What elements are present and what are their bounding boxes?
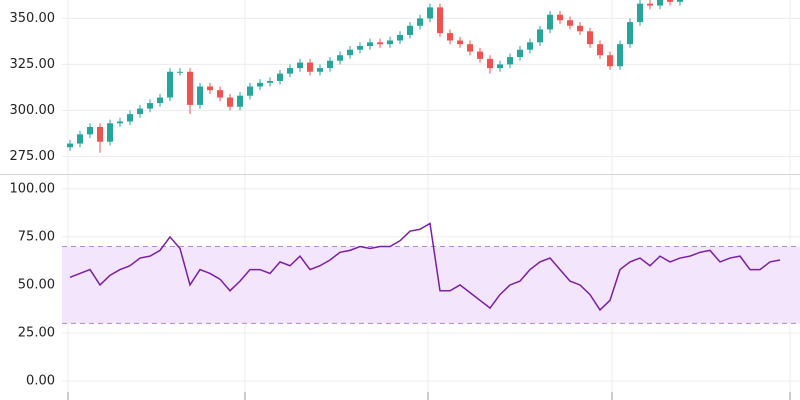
candle-body bbox=[77, 134, 83, 144]
candle-body bbox=[227, 97, 233, 107]
candle-body bbox=[457, 40, 463, 45]
candle-body bbox=[107, 123, 113, 142]
candle-body bbox=[147, 103, 153, 109]
y-tick-label: 25.00 bbox=[18, 326, 55, 341]
candle-body bbox=[267, 80, 273, 83]
candle-body bbox=[677, 0, 683, 2]
y-tick-label: 100.00 bbox=[10, 181, 56, 196]
candle-body bbox=[637, 3, 643, 23]
candle-body bbox=[467, 44, 473, 52]
candle-body bbox=[567, 20, 573, 26]
candle-body bbox=[587, 31, 593, 45]
candle-body bbox=[87, 126, 93, 135]
candle-body bbox=[547, 14, 553, 30]
candle-body bbox=[327, 60, 333, 69]
candle-body bbox=[617, 44, 623, 67]
candle-body bbox=[517, 49, 523, 58]
candle-body bbox=[387, 40, 393, 45]
candle-body bbox=[667, 0, 673, 2]
candle-body bbox=[487, 58, 493, 69]
candle-body bbox=[577, 25, 583, 32]
candle-body bbox=[417, 18, 423, 26]
y-tick-label: 275.00 bbox=[10, 149, 56, 164]
rsi-line bbox=[69, 222, 781, 312]
candle-body bbox=[187, 71, 193, 105]
candle-body bbox=[647, 3, 653, 6]
candle-body bbox=[177, 71, 183, 73]
candle-body bbox=[237, 95, 243, 107]
candle-body bbox=[127, 114, 133, 122]
y-tick-label: 325.00 bbox=[10, 57, 56, 72]
candle-body bbox=[447, 33, 453, 41]
candle-body bbox=[437, 7, 443, 34]
candle-body bbox=[167, 71, 173, 98]
axis-labels: 275.00 300.00 325.00 350.00 0.00 25.00 50.00 75… bbox=[10, 11, 56, 389]
band-fill bbox=[62, 246, 800, 324]
y-tick-label: 50.00 bbox=[18, 277, 55, 292]
candle-body bbox=[377, 42, 383, 45]
y-tick-label: 300.00 bbox=[10, 103, 56, 118]
candle-body bbox=[357, 46, 363, 50]
candle-body bbox=[627, 22, 633, 45]
candle-body bbox=[67, 143, 73, 148]
candle-body bbox=[297, 62, 303, 69]
y-tick-label: 350.00 bbox=[10, 11, 56, 26]
candle-body bbox=[317, 68, 323, 72]
candle-body bbox=[347, 49, 353, 56]
rsi-pane bbox=[62, 188, 800, 382]
y-tick-label: 0.00 bbox=[26, 374, 55, 389]
candle-body bbox=[137, 108, 143, 115]
candle-body bbox=[307, 62, 313, 72]
candle-body bbox=[207, 86, 213, 91]
candle-body bbox=[527, 42, 533, 50]
candle-body bbox=[427, 7, 433, 19]
candle-body bbox=[397, 34, 403, 41]
candle-body bbox=[497, 64, 503, 69]
candle-body bbox=[257, 82, 263, 87]
candle-body bbox=[277, 73, 283, 81]
y-tick-label: 75.00 bbox=[18, 229, 55, 244]
price-pane bbox=[62, 0, 800, 157]
candle-body bbox=[557, 14, 563, 21]
candle-body bbox=[337, 55, 343, 61]
candle-body bbox=[247, 86, 253, 96]
candle-body bbox=[287, 68, 293, 74]
candle-body bbox=[197, 86, 203, 105]
candle-body bbox=[507, 57, 513, 65]
candle-body bbox=[537, 29, 543, 43]
candle-body bbox=[217, 90, 223, 98]
candle-body bbox=[597, 44, 603, 56]
candle-body bbox=[657, 0, 663, 6]
candle-body bbox=[407, 25, 413, 35]
candle-body bbox=[367, 42, 373, 47]
candle-body bbox=[157, 97, 163, 104]
candle-body bbox=[607, 55, 613, 67]
candle-body bbox=[97, 126, 103, 142]
candle-body bbox=[117, 121, 123, 124]
x-grid bbox=[67, 0, 791, 400]
candle-body bbox=[477, 51, 483, 59]
